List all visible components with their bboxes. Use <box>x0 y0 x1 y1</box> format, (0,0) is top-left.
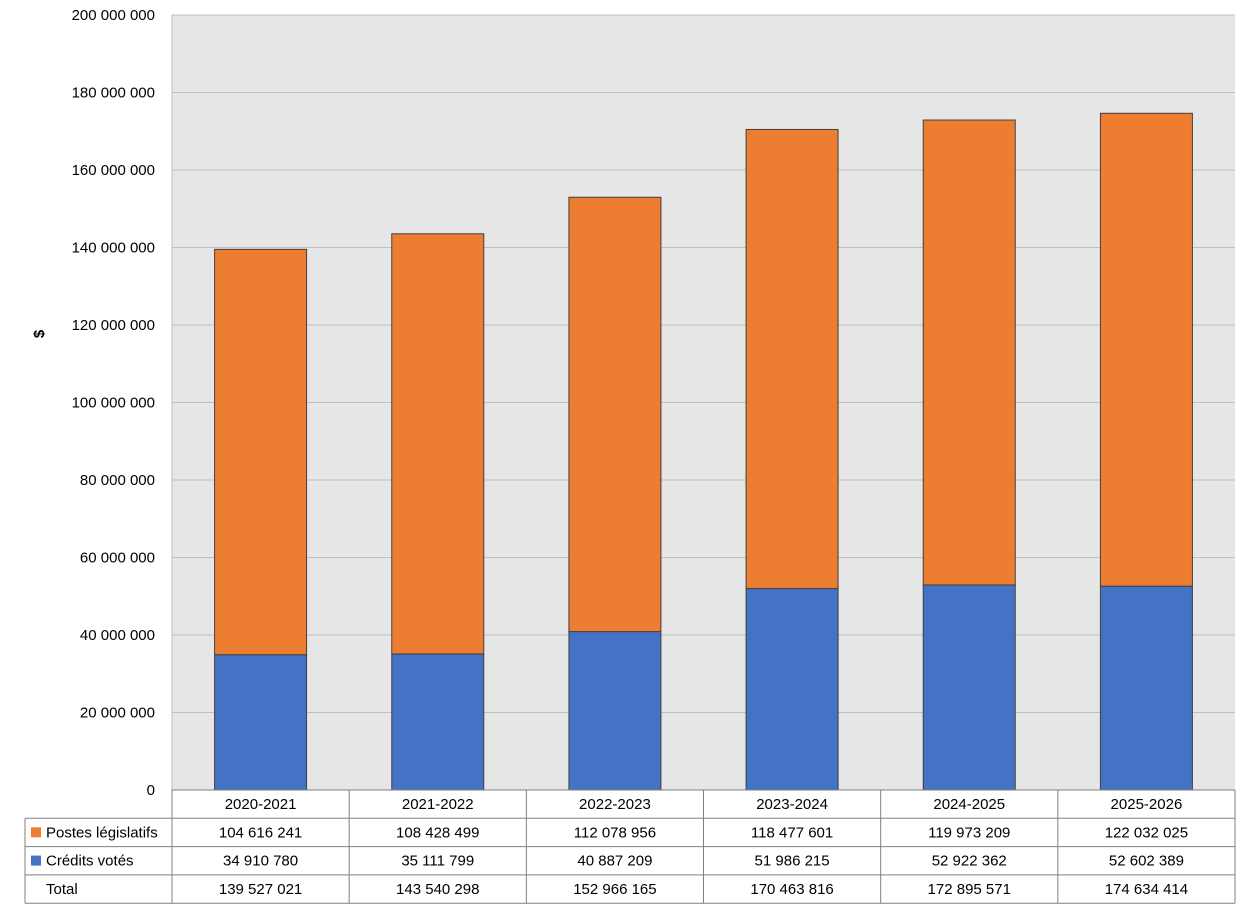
table-cell-value: 119 973 209 <box>928 824 1010 841</box>
y-tick-label: 160 000 000 <box>72 162 155 179</box>
table-cell-value: 143 540 298 <box>396 881 479 898</box>
table-cell-value: 112 078 956 <box>574 824 656 841</box>
y-tick-label: 140 000 000 <box>72 240 155 257</box>
legend-key <box>31 855 41 866</box>
y-tick-label: 200 000 000 <box>72 7 155 24</box>
x-category-label: 2024-2025 <box>933 796 1005 813</box>
bar-segment <box>391 233 485 655</box>
table-cell-value: 52 922 362 <box>932 853 1007 870</box>
bar-segment <box>568 631 662 791</box>
x-category-label: 2023-2024 <box>756 796 828 813</box>
y-tick-label: 40 000 000 <box>80 627 155 644</box>
y-axis-label: $ <box>31 329 48 338</box>
bar-segment <box>1099 585 1193 791</box>
table-cell-value: 152 966 165 <box>573 881 656 898</box>
table-row-label: Postes législatifs <box>46 824 158 841</box>
y-tick-label: 180 000 000 <box>72 85 155 102</box>
x-category-label: 2020-2021 <box>225 796 297 813</box>
table-cell-value: 139 527 021 <box>219 881 302 898</box>
y-axis-ticks: 0 20 000 000 40 000 000 60 000 000 80 000 00… <box>72 7 155 799</box>
table-row-label: Total <box>46 881 78 898</box>
table-cell-value: 118 477 601 <box>751 824 833 841</box>
gridlines <box>171 14 1235 791</box>
y-tick-label: 120 000 000 <box>72 317 155 334</box>
bar-segment <box>922 584 1016 791</box>
data-table: 2020-2021 2021-2022 2022-2023 2023-2024 2024… <box>24 789 1236 904</box>
bar-segment <box>568 196 662 633</box>
table-cell-value: 104 616 241 <box>219 824 302 841</box>
bar-segment <box>745 128 839 590</box>
bar-segment <box>1099 112 1193 587</box>
table-cell-value: 35 111 799 <box>401 853 474 870</box>
bar-segment <box>922 119 1016 586</box>
y-tick-label: 60 000 000 <box>80 550 155 567</box>
bar-segment <box>391 653 485 791</box>
table-cell-value: 170 463 816 <box>750 881 833 898</box>
y-tick-label: 20 000 000 <box>80 705 155 722</box>
y-tick-label: 0 <box>147 782 155 799</box>
table-cell-value: 172 895 571 <box>928 881 1011 898</box>
table-cell-value: 174 634 414 <box>1105 881 1188 898</box>
y-tick-label: 100 000 000 <box>72 395 155 412</box>
table-cell-value: 40 887 209 <box>577 853 652 870</box>
bar-segment <box>214 248 308 656</box>
bar-segment <box>745 588 839 791</box>
table-cell-value: 34 910 780 <box>223 853 298 870</box>
table-cell-value: 122 032 025 <box>1105 824 1188 841</box>
bars <box>214 112 1193 791</box>
x-category-label: 2021-2022 <box>402 796 474 813</box>
x-category-label: 2025-2026 <box>1111 796 1183 813</box>
y-tick-label: 80 000 000 <box>80 472 155 489</box>
table-row-label: Crédits votés <box>46 853 134 870</box>
legend-key <box>31 827 41 838</box>
table-cell-value: 108 428 499 <box>396 824 479 841</box>
bar-segment <box>214 654 308 791</box>
table-cell-value: 52 602 389 <box>1109 853 1184 870</box>
table-cell-value: 51 986 215 <box>755 853 830 870</box>
x-category-label: 2022-2023 <box>579 796 651 813</box>
